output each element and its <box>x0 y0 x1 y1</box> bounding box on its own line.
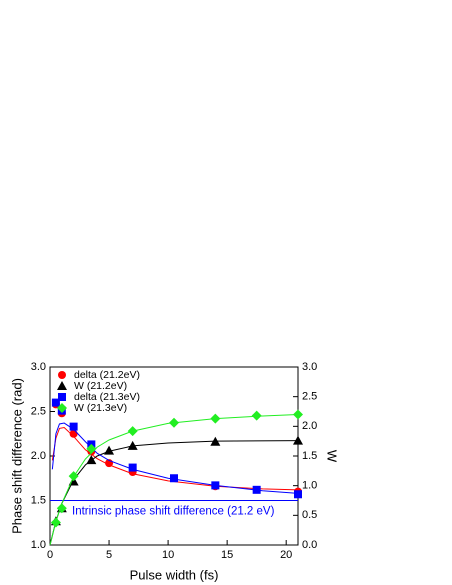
data-point <box>56 503 67 514</box>
y2-tick-label: 0.0 <box>302 539 317 551</box>
y2-tick-label: 0.5 <box>302 509 317 521</box>
data-point <box>69 422 78 431</box>
data-point <box>50 517 61 528</box>
data-point <box>169 417 179 428</box>
fit-line <box>51 422 299 494</box>
x-tick-label: 5 <box>106 549 112 561</box>
data-point <box>293 409 303 420</box>
y-axis-label: Phase shift difference (rad) <box>9 378 24 534</box>
y-tick-label: 2.5 <box>31 405 46 417</box>
legend-marker <box>58 393 66 401</box>
legend-marker <box>57 403 67 413</box>
data-point <box>170 474 178 483</box>
legend-label: W (21.2eV) <box>74 380 127 392</box>
data-point <box>210 413 221 424</box>
y2-tick-label: 1.5 <box>302 450 317 462</box>
legend-marker <box>58 371 66 379</box>
data-point <box>294 490 302 499</box>
x-tick-label: 10 <box>162 549 174 561</box>
y-tick-label: 3.0 <box>31 361 46 373</box>
y2-tick-label: 3.0 <box>302 361 317 373</box>
x-tick-label: 0 <box>47 549 53 561</box>
data-point <box>86 455 97 465</box>
x-axis-label: Pulse width (fs) <box>130 567 219 582</box>
y2-tick-label: 2.5 <box>302 391 317 403</box>
y-tick-label: 1.5 <box>31 494 46 506</box>
y-tick-label: 2.0 <box>31 450 46 462</box>
data-point <box>104 445 115 455</box>
data-point <box>127 440 138 450</box>
y2-axis-label: W <box>325 450 340 463</box>
x-tick-label: 15 <box>221 549 233 561</box>
legend-label: delta (21.3eV) <box>74 391 140 403</box>
data-point <box>69 429 78 438</box>
data-point <box>293 435 303 445</box>
reference-label: Intrinsic phase shift difference (21.2 e… <box>72 506 275 518</box>
y-tick-label: 1.0 <box>31 539 46 551</box>
fit-line <box>49 440 299 546</box>
x-tick-label: 20 <box>280 549 292 561</box>
legend-label: W (21.3eV) <box>74 402 127 414</box>
data-point <box>127 426 138 437</box>
data-point <box>86 443 97 454</box>
y2-tick-label: 1.0 <box>302 480 317 492</box>
data-point <box>211 481 220 490</box>
data-point <box>68 471 79 482</box>
data-point <box>210 436 221 446</box>
data-point <box>252 485 261 494</box>
data-point <box>251 410 262 421</box>
y2-tick-label: 2.0 <box>302 420 317 432</box>
legend-marker <box>57 381 67 390</box>
legend-label: delta (21.2eV) <box>74 369 140 381</box>
data-point <box>51 398 60 407</box>
data-point <box>128 463 137 472</box>
